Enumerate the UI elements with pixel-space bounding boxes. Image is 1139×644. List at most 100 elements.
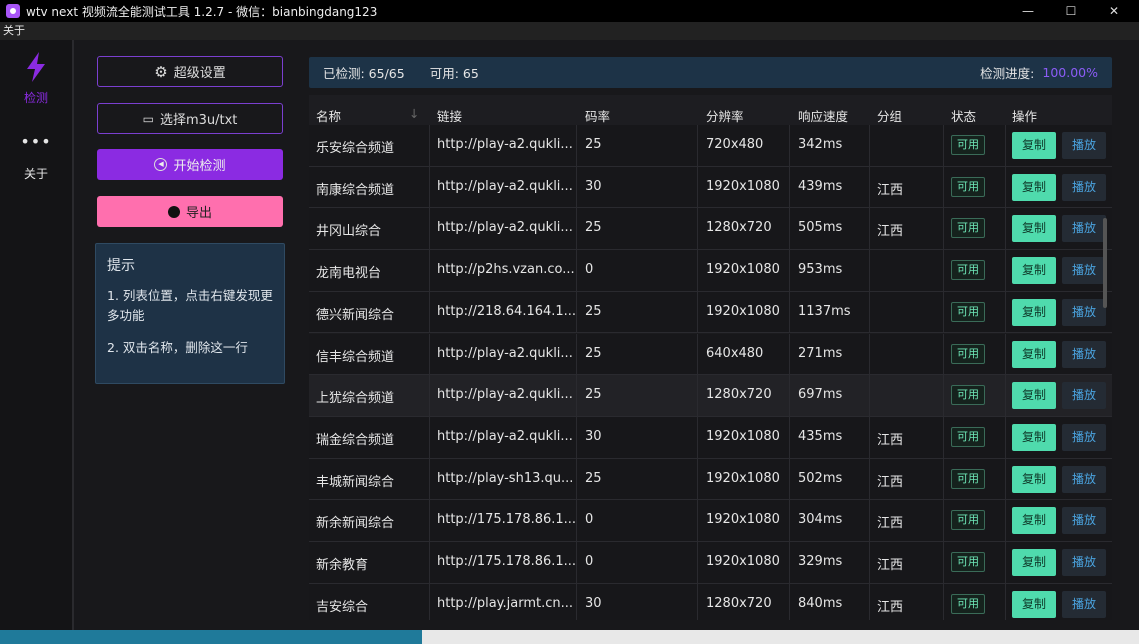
table-row[interactable]: 乐安综合频道 http://play-a2.qukli... 25 720x480 34…	[309, 125, 1112, 167]
column-divider	[697, 333, 698, 375]
copy-button[interactable]: 复制	[1012, 340, 1056, 368]
column-divider	[1005, 458, 1006, 500]
lightning-icon	[27, 52, 45, 82]
cell-res: 1920x1080	[706, 512, 780, 528]
copy-button[interactable]: 复制	[1012, 173, 1056, 201]
sidebar-item-about[interactable]: 关于	[23, 167, 48, 181]
table-row[interactable]: 上犹综合频道 http://play-a2.qukli... 25 1280x720 6…	[309, 375, 1112, 417]
super-settings-button[interactable]: ⚙ 超级设置	[97, 56, 283, 87]
table-row[interactable]: 信丰综合频道 http://play-a2.qukli... 25 640x480 27…	[309, 333, 1112, 376]
cell-speed: 840ms	[798, 595, 843, 611]
column-divider	[869, 416, 870, 458]
maximize-button[interactable]: ☐	[1065, 4, 1077, 18]
play-button[interactable]: 播放	[1062, 298, 1106, 326]
copy-button[interactable]: 复制	[1012, 382, 1056, 410]
cell-group: 江西	[877, 599, 904, 615]
play-button[interactable]: 播放	[1062, 340, 1106, 368]
play-button[interactable]: 播放	[1062, 257, 1106, 285]
cell-name: 瑞金综合频道	[316, 432, 395, 448]
column-divider	[869, 500, 870, 541]
cell-link: http://play-a2.qukli...	[437, 345, 573, 361]
column-header[interactable]: 分组	[877, 109, 903, 124]
copy-button[interactable]: 复制	[1012, 465, 1056, 493]
cell-res: 640x480	[706, 345, 764, 361]
table-row[interactable]: 瑞金综合频道 http://play-a2.qukli... 30 1920x1080…	[309, 416, 1112, 459]
table-row[interactable]: 井冈山综合 http://play-a2.qukli... 25 1280x720 50…	[309, 208, 1112, 251]
column-header[interactable]: 操作	[1012, 109, 1038, 124]
gear-icon: ⚙	[154, 62, 168, 81]
column-divider	[1005, 166, 1006, 208]
column-header[interactable]: 名称	[316, 109, 342, 124]
copy-button[interactable]: 复制	[1012, 257, 1056, 285]
cell-speed: 304ms	[798, 512, 843, 528]
sort-arrow-icon[interactable]: ↓	[409, 106, 420, 121]
table-row[interactable]: 丰城新闻综合 http://play-sh13.qu... 25 1920x1080 5…	[309, 458, 1112, 501]
table-row[interactable]: 德兴新闻综合 http://218.64.164.1... 25 1920x1080 1…	[309, 291, 1112, 334]
column-divider	[869, 333, 870, 375]
play-button[interactable]: 播放	[1062, 423, 1106, 451]
table-row[interactable]: 新余新闻综合 http://175.178.86.1... 0 1920x1080 30…	[309, 500, 1112, 542]
column-header[interactable]: 分辨率	[706, 109, 744, 124]
sidebar-divider	[72, 40, 74, 630]
copy-button[interactable]: 复制	[1012, 215, 1056, 243]
cell-name: 丰城新闻综合	[316, 474, 395, 490]
minimize-button[interactable]: —	[1022, 4, 1034, 18]
play-button[interactable]: 播放	[1062, 382, 1106, 410]
copy-button[interactable]: 复制	[1012, 507, 1056, 535]
play-button[interactable]: 播放	[1062, 590, 1106, 618]
column-divider	[576, 375, 577, 416]
play-circle-icon: ◀	[154, 158, 168, 171]
table-row[interactable]: 龙南电视台 http://p2hs.vzan.co... 0 1920x1080 953…	[309, 250, 1112, 292]
column-divider	[789, 166, 790, 208]
export-button[interactable]: 导出	[97, 196, 283, 227]
table-row[interactable]: 新余教育 http://175.178.86.1... 0 1920x1080 329m…	[309, 542, 1112, 584]
sidebar-item-detect[interactable]: 检测	[0, 52, 72, 106]
cell-link: http://play-a2.qukli...	[437, 137, 573, 152]
play-button[interactable]: 播放	[1062, 549, 1106, 576]
more-icon[interactable]: •••	[20, 132, 52, 151]
column-divider	[789, 500, 790, 541]
play-button[interactable]: 播放	[1062, 215, 1106, 243]
column-divider	[697, 416, 698, 458]
column-divider	[789, 416, 790, 458]
start-detect-button[interactable]: ◀ 开始检测	[97, 149, 283, 180]
close-button[interactable]: ✕	[1108, 4, 1120, 18]
cell-rate: 0	[585, 262, 594, 278]
play-button[interactable]: 播放	[1062, 132, 1106, 159]
column-divider	[576, 458, 577, 500]
table-row[interactable]: 吉安综合 http://play.jarmt.cn... 30 1280x720 840…	[309, 583, 1112, 620]
select-file-button[interactable]: ▭ 选择m3u/txt	[97, 103, 283, 134]
column-divider	[697, 583, 698, 620]
table-row[interactable]: 南康综合频道 http://play-a2.qukli... 30 1920x1080…	[309, 166, 1112, 209]
column-divider	[576, 416, 577, 458]
menu-about[interactable]: 关于	[3, 24, 25, 37]
copy-button[interactable]: 复制	[1012, 423, 1056, 451]
column-header[interactable]: 状态	[951, 109, 977, 124]
window-title: wtv next 视频流全能测试工具 1.2.7 - 微信：bianbingda…	[26, 4, 378, 19]
column-divider	[943, 166, 944, 208]
export-label: 导出	[185, 206, 212, 221]
cell-link: http://play-a2.qukli...	[437, 428, 573, 444]
play-button[interactable]: 播放	[1062, 173, 1106, 201]
column-header[interactable]: 码率	[585, 109, 611, 124]
progress-label: 检测进度:	[980, 66, 1035, 81]
status-badge: 可用	[951, 218, 985, 239]
column-divider	[789, 542, 790, 583]
copy-button[interactable]: 复制	[1012, 298, 1056, 326]
copy-button[interactable]: 复制	[1012, 590, 1056, 618]
column-header[interactable]: 链接	[437, 109, 463, 124]
column-divider	[943, 583, 944, 620]
cell-speed: 505ms	[798, 220, 843, 236]
column-header[interactable]: 响应速度	[798, 109, 849, 124]
column-divider	[1005, 375, 1006, 416]
select-file-label: 选择m3u/txt	[159, 113, 238, 128]
cell-res: 1920x1080	[706, 262, 780, 278]
table-scrollbar[interactable]	[1103, 218, 1107, 308]
play-button[interactable]: 播放	[1062, 507, 1106, 535]
copy-button[interactable]: 复制	[1012, 549, 1056, 576]
column-divider	[429, 375, 430, 416]
copy-button[interactable]: 复制	[1012, 132, 1056, 159]
channel-table[interactable]: 名称 链接 码率 分辨率 响应速度 分组 状态 操作 ↓ 乐安综合频道 http://play-a…	[309, 95, 1112, 620]
column-divider	[789, 125, 790, 166]
play-button[interactable]: 播放	[1062, 465, 1106, 493]
